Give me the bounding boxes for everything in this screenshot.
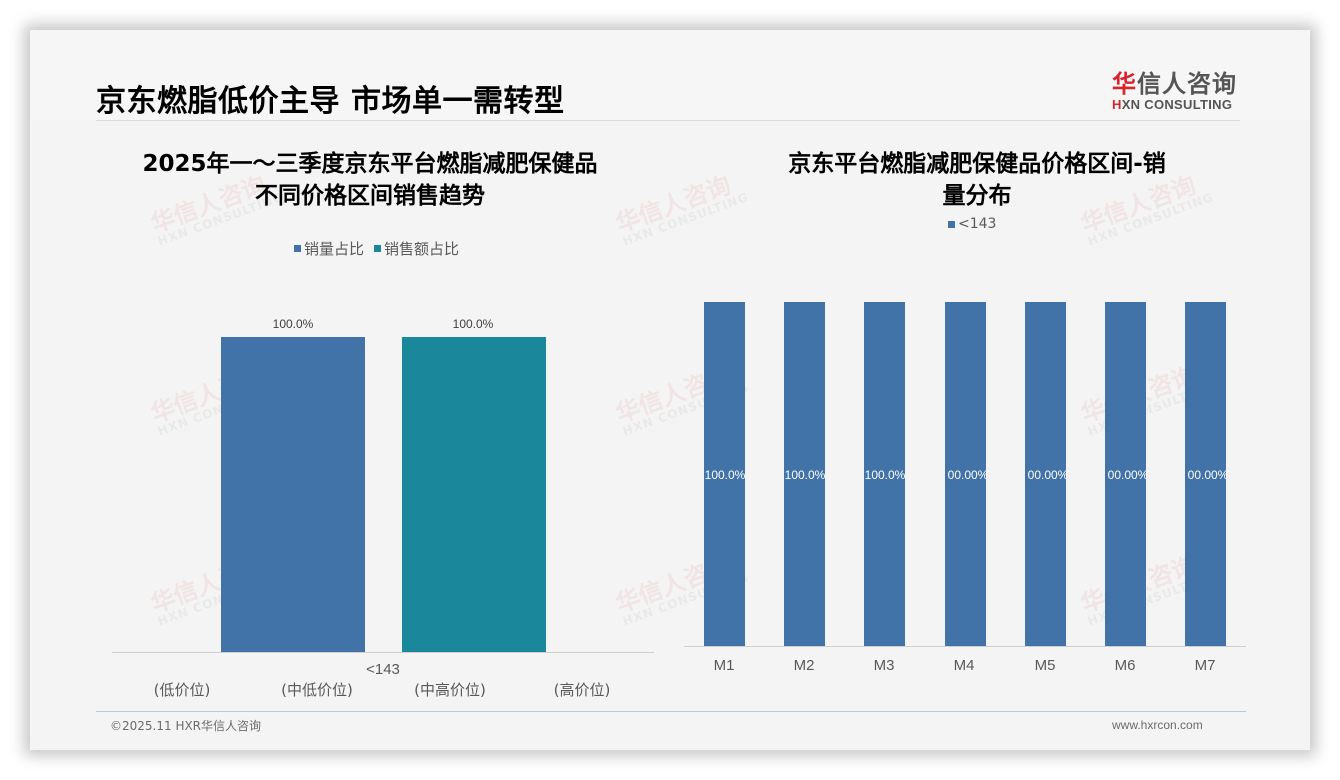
bar-value-label: 00.00% (947, 468, 989, 482)
x-axis-line (112, 652, 654, 653)
left-chart-title-line2: 不同价格区间销售趋势 (255, 183, 485, 209)
left-chart-title-line1: 2025年一～三季度京东平台燃脂减肥保健品 (142, 151, 598, 177)
bar-m6 (1105, 302, 1146, 646)
bar-m4 (945, 302, 986, 646)
bar-value-label: 100.0% (864, 468, 906, 482)
x-axis-tick: M2 (793, 657, 815, 674)
footer-website-link[interactable]: www.hxrcon.com (1112, 718, 1203, 732)
x-axis-category: <143 (366, 661, 400, 678)
bar-m7 (1185, 302, 1226, 646)
x-axis-tick: M5 (1034, 657, 1056, 674)
footer-divider (96, 711, 1246, 712)
price-tier-label: (低价位) (153, 681, 211, 699)
price-tier-label: (中高价位) (414, 681, 486, 699)
footer-copyright: ©2025.11 HXR华信人咨询 (110, 719, 262, 733)
right-chart-title: 京东平台燃脂减肥保健品价格区间-销 量分布 (727, 148, 1227, 212)
legend-item-sales-volume: 销量占比 (294, 238, 364, 259)
legend-item-sales-amount: 销售额占比 (374, 238, 459, 259)
legend-label: 销量占比 (304, 240, 365, 258)
right-chart-legend: <143 (948, 216, 996, 232)
legend-label: <143 (958, 216, 997, 232)
header-divider (96, 120, 1240, 121)
bar-m2 (784, 302, 825, 646)
brand-logo: 华信人咨询 HXN CONSULTING (1112, 64, 1237, 112)
x-axis-tick: M3 (873, 657, 895, 674)
legend-swatch-icon (948, 220, 955, 228)
page-title: 京东燃脂低价主导 市场单一需转型 (96, 84, 565, 119)
x-axis-line (684, 646, 1246, 647)
bar-sales-volume (221, 337, 365, 652)
bar-value-label: 100.0% (272, 317, 314, 331)
bar-value-label: 00.00% (1107, 468, 1149, 482)
price-tier-label: (中低价位) (281, 681, 353, 699)
x-axis-tick: M6 (1114, 657, 1136, 674)
bar-value-label: 00.00% (1187, 468, 1229, 482)
price-tier-label: (高价位) (553, 681, 611, 699)
header-band (30, 30, 1310, 120)
right-chart-title-line2: 量分布 (942, 183, 1012, 209)
bar-value-label: 100.0% (784, 468, 826, 482)
bar-m3 (864, 302, 905, 646)
bar-m5 (1025, 302, 1066, 646)
logo-cn: 华信人咨询 (1112, 64, 1237, 99)
bar-value-label: 00.00% (1027, 468, 1069, 482)
logo-en-accent: H (1112, 97, 1122, 112)
legend-label: 销售额占比 (384, 240, 460, 258)
right-chart-title-line1: 京东平台燃脂减肥保健品价格区间-销 (788, 151, 1166, 177)
slide: 京东燃脂低价主导 市场单一需转型 华信人咨询 HXN CONSULTING 华信… (30, 30, 1310, 750)
logo-en: HXN CONSULTING (1112, 97, 1237, 112)
legend-swatch-icon (294, 245, 301, 252)
logo-cn-accent: 华 (1112, 70, 1137, 98)
left-chart-legend: 销量占比 销售额占比 (294, 238, 459, 259)
logo-en-text: XN CONSULTING (1121, 97, 1233, 112)
logo-cn-text: 信人咨询 (1137, 70, 1237, 98)
x-axis-tick: M4 (953, 657, 975, 674)
bar-sales-amount (402, 337, 546, 652)
left-chart-title: 2025年一～三季度京东平台燃脂减肥保健品 不同价格区间销售趋势 (110, 148, 630, 212)
x-axis-tick: M1 (713, 657, 735, 674)
legend-item-lt143: <143 (948, 216, 996, 232)
x-axis-tick: M7 (1194, 657, 1216, 674)
bar-value-label: 100.0% (452, 317, 494, 331)
bar-m1 (704, 302, 745, 646)
bar-value-label: 100.0% (704, 468, 746, 482)
legend-swatch-icon (374, 245, 382, 252)
